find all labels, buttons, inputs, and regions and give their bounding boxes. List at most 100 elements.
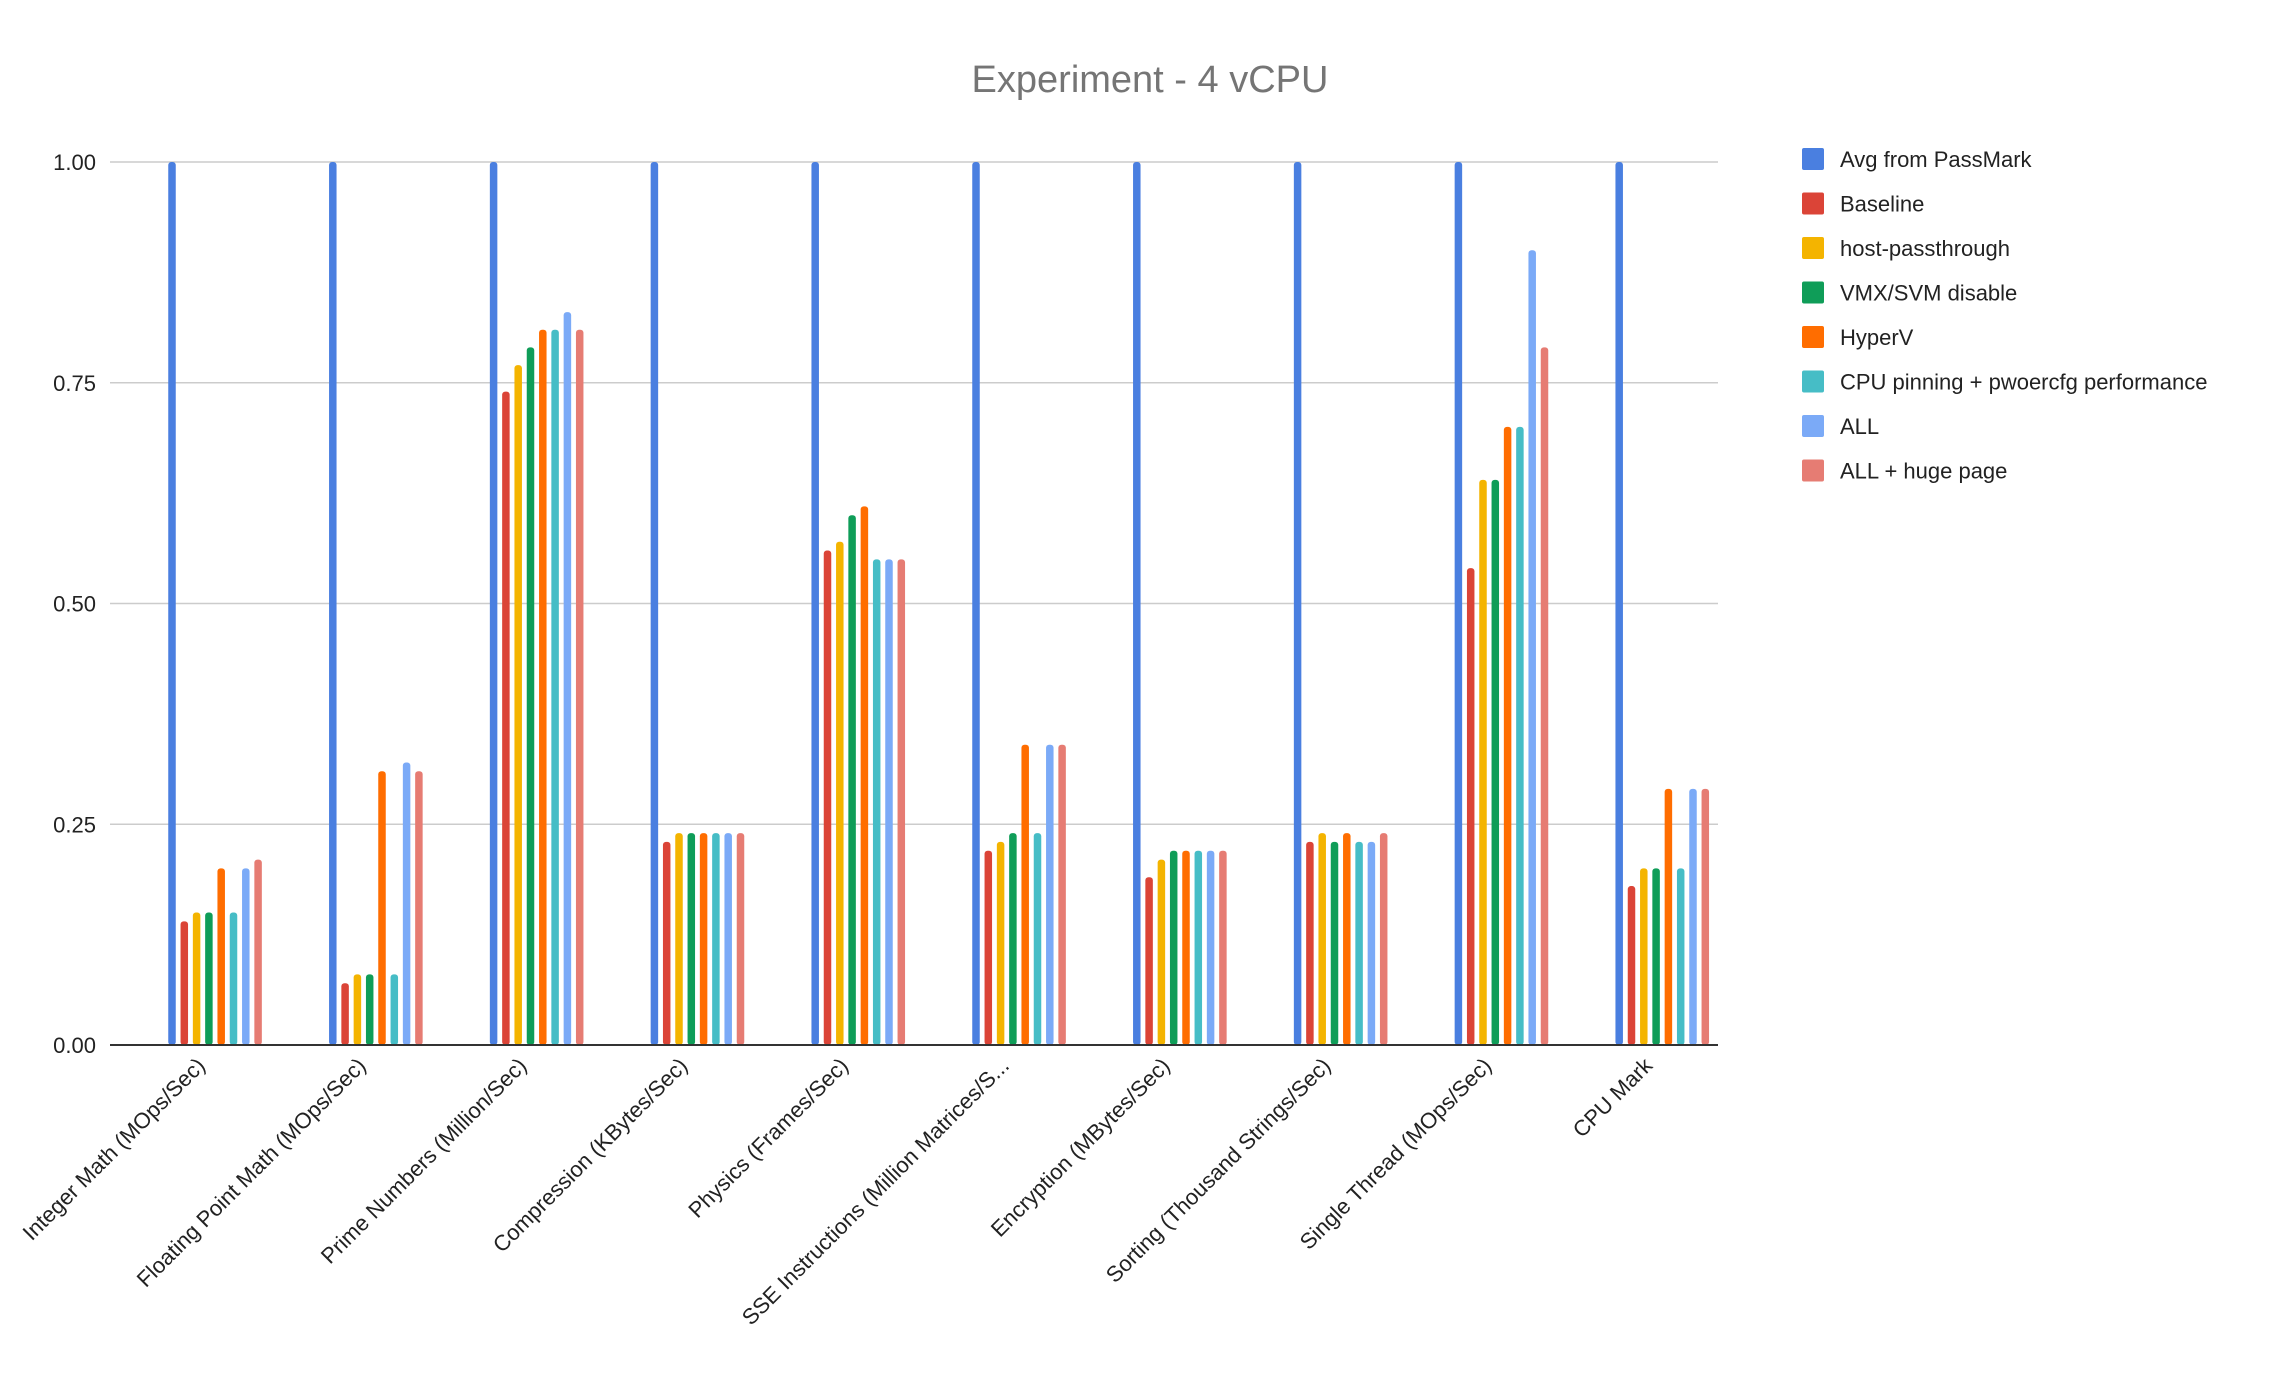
bar (329, 162, 337, 1045)
bar (1157, 859, 1166, 1045)
legend-swatch (1802, 459, 1824, 482)
bar (539, 329, 547, 1045)
bar (1664, 788, 1673, 1045)
bar (1009, 833, 1017, 1045)
legend-swatch (1802, 148, 1824, 170)
legend-label: ALL (1840, 414, 1879, 439)
bar (848, 515, 856, 1045)
chart-title: Experiment - 4 vCPU (972, 59, 1329, 101)
bar (872, 559, 881, 1045)
bar (972, 162, 980, 1045)
bar (415, 771, 423, 1045)
bar (341, 983, 349, 1045)
y-tick-label: 0.75 (53, 371, 96, 396)
bar (1479, 479, 1487, 1045)
legend-label: Baseline (1840, 192, 1924, 217)
y-tick-label: 0.00 (53, 1033, 96, 1058)
bar (811, 162, 819, 1045)
bar (1503, 426, 1512, 1045)
bar (1689, 788, 1697, 1045)
legend-label: ALL + huge page (1840, 459, 2007, 484)
x-category-label: SSE Instructions (Million Matrices/S... (737, 1053, 1014, 1330)
bar (514, 365, 522, 1046)
bar (984, 850, 993, 1045)
bar (180, 921, 189, 1045)
x-category-label: CPU Mark (1568, 1052, 1658, 1142)
bar (563, 312, 572, 1045)
bar (1367, 841, 1376, 1045)
bar (687, 833, 696, 1045)
bar (489, 162, 498, 1045)
bar (699, 833, 708, 1045)
bar (1169, 850, 1178, 1045)
bar (390, 974, 399, 1045)
bar (502, 391, 510, 1046)
bar (1206, 850, 1215, 1045)
bar (205, 912, 213, 1045)
bar (1293, 162, 1302, 1045)
bar (1182, 850, 1190, 1045)
y-tick-label: 0.50 (53, 592, 96, 617)
bar (575, 329, 584, 1045)
bar (168, 162, 176, 1045)
bar (1145, 877, 1153, 1045)
x-category-label: Compression (KBytes/Sec) (488, 1053, 692, 1257)
bar (712, 833, 720, 1045)
bar (897, 559, 906, 1045)
bar (526, 347, 535, 1045)
bar (1516, 426, 1524, 1045)
bar (1640, 868, 1648, 1045)
y-tick-label: 0.25 (53, 812, 96, 837)
bar (836, 541, 844, 1045)
x-category-label: Integer Math (MOps/Sec) (18, 1053, 210, 1245)
bar (1615, 162, 1623, 1045)
bar (1021, 744, 1029, 1045)
bar (1466, 568, 1475, 1045)
bar (551, 329, 559, 1045)
legend-label: VMX/SVM disable (1840, 281, 2017, 306)
bar (662, 841, 671, 1045)
bar (650, 162, 659, 1045)
bar (192, 912, 201, 1045)
legend-label: HyperV (1840, 325, 1914, 350)
bar (1540, 347, 1549, 1045)
legend-label: host-passthrough (1840, 236, 2010, 261)
bar (1194, 850, 1203, 1045)
bar (1058, 744, 1066, 1045)
legend-label: CPU pinning + pwoercfg performance (1840, 370, 2207, 395)
bar (1330, 841, 1339, 1045)
bar (365, 974, 374, 1045)
bar (1133, 162, 1141, 1045)
bar (1627, 886, 1636, 1045)
x-category-label: Physics (Frames/Sec) (683, 1053, 853, 1223)
x-category-label: Single Thread (MOps/Sec) (1295, 1053, 1497, 1255)
gridlines (110, 161, 1718, 825)
legend-swatch (1802, 237, 1824, 259)
legend-swatch (1802, 326, 1824, 348)
legend-swatch (1802, 281, 1824, 304)
bar (675, 833, 683, 1045)
legend-swatch (1802, 415, 1824, 437)
y-tick-label: 1.00 (53, 150, 96, 175)
bars (168, 162, 1710, 1046)
bar (1676, 868, 1685, 1045)
y-axis-ticks: 0.00 0.25 0.50 0.75 1.00 (53, 150, 96, 1058)
bar (860, 506, 869, 1045)
bar (1306, 841, 1314, 1045)
bar (1491, 479, 1500, 1045)
bar (885, 559, 893, 1045)
bar (254, 859, 262, 1045)
legend-swatch (1802, 370, 1824, 393)
bar (242, 868, 250, 1045)
bar (1318, 833, 1326, 1045)
bar (353, 974, 362, 1045)
bar (1652, 868, 1660, 1045)
bar (724, 833, 732, 1045)
bar (1355, 841, 1363, 1045)
bar (1701, 788, 1710, 1045)
bar (1528, 250, 1536, 1046)
x-category-label: Encryption (MBytes/Sec) (986, 1053, 1175, 1242)
bar (996, 841, 1005, 1045)
